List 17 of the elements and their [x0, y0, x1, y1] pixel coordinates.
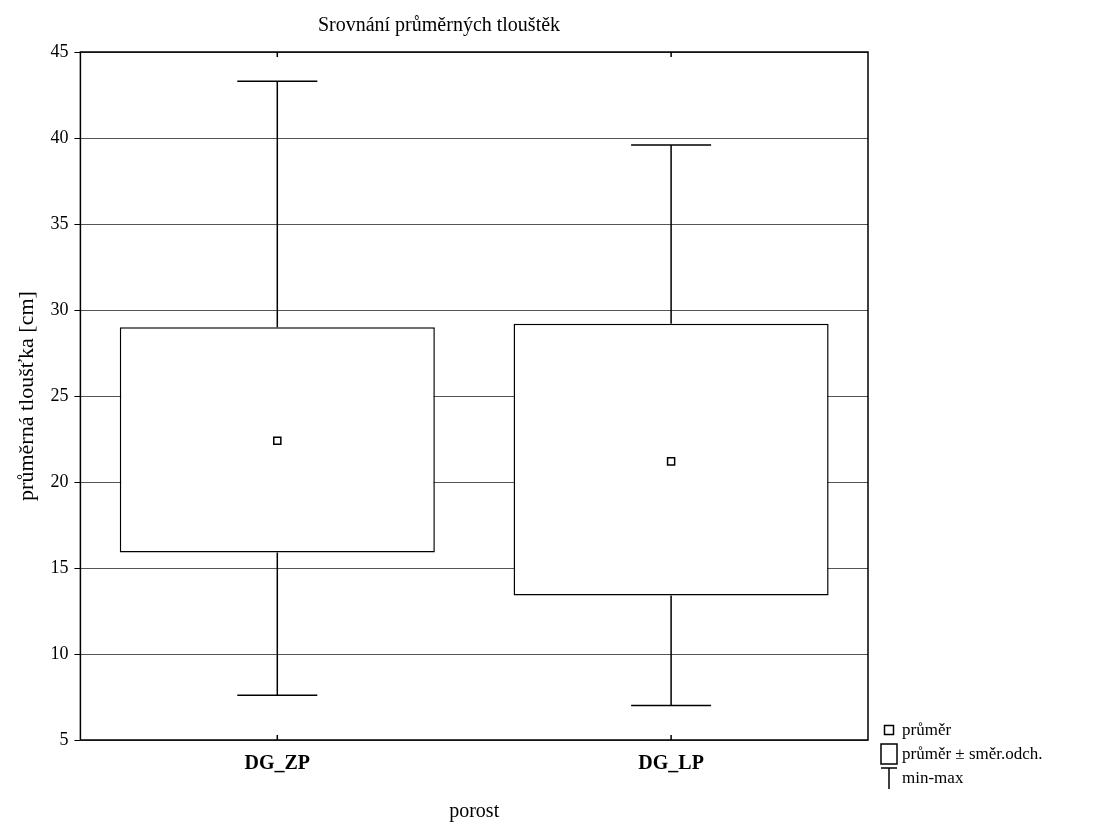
text: min-max — [902, 767, 964, 789]
x-tick-label: DG_LP — [638, 751, 704, 774]
y-tick-label: 35 — [50, 212, 69, 233]
y-tick-label: 5 — [59, 728, 69, 749]
y-tick-label: 30 — [50, 298, 69, 319]
chart-title: Srovnání průměrných tlouštěk — [317, 13, 561, 37]
y-tick-label: 25 — [50, 384, 69, 405]
x-tick-label: DG_ZP — [244, 751, 311, 774]
y-tick-label: 20 — [50, 470, 69, 491]
y-tick-label: 10 — [50, 642, 69, 663]
x-axis-title: porost — [449, 799, 500, 823]
y-tick-label: 45 — [50, 40, 69, 61]
y-tick-label: 15 — [50, 556, 69, 577]
y-axis-title: průměrná tloušťka [cm] — [12, 291, 38, 501]
text: průměr ± směr.odch. — [902, 743, 1043, 765]
y-tick-label: 40 — [50, 126, 69, 147]
text: průměr — [902, 719, 952, 741]
